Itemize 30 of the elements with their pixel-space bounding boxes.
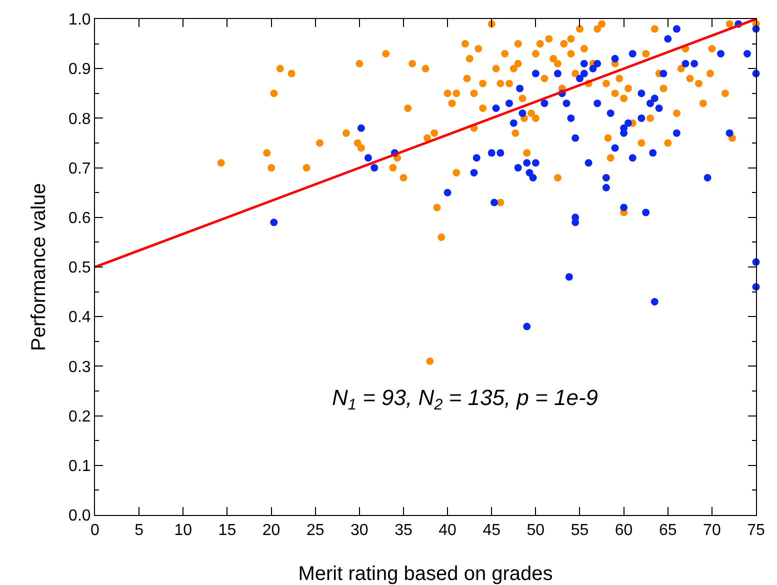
x-tick-label: 60 [614,522,633,540]
x-axis-title: Merit rating based on grades [298,563,553,585]
y-tick-label: 0.8 [68,110,91,128]
y-tick-label: 1.0 [68,12,91,29]
y-tick-label: 0.0 [68,508,91,525]
y-tick-label: 0.1 [68,458,91,475]
x-tick-label: 50 [526,522,545,540]
y-tick-label: 0.9 [68,61,91,78]
x-tick-label: 65 [658,522,677,540]
annotation: N$_{1}$ = 93, N$_{2}$ = 135, p = 1e-9 [332,385,598,414]
y-tick-label: 0.5 [68,260,91,277]
x-tick-label: 30 [350,522,368,540]
y-axis-title: Performance value [28,183,50,351]
x-tick-label: 40 [438,522,457,540]
y-tick-label: 0.7 [68,160,91,178]
x-tick-label: 35 [394,522,412,540]
y-tick-label: 0.2 [68,408,91,426]
y-tick-label: 0.4 [68,309,91,326]
x-tick-label: 55 [570,522,589,540]
y-tick-label: 0.6 [68,210,91,227]
x-tick-label: 25 [306,522,324,540]
x-tick-label: 75 [747,522,765,540]
x-tick-label: 0 [90,522,100,540]
x-tick-label: 15 [218,522,236,540]
x-tick-label: 20 [262,522,280,540]
y-tick-label: 0.3 [68,358,91,376]
x-tick-label: 45 [482,522,501,540]
x-tick-label: 70 [703,522,721,540]
x-tick-label: 5 [134,522,144,540]
x-tick-label: 10 [174,522,192,540]
